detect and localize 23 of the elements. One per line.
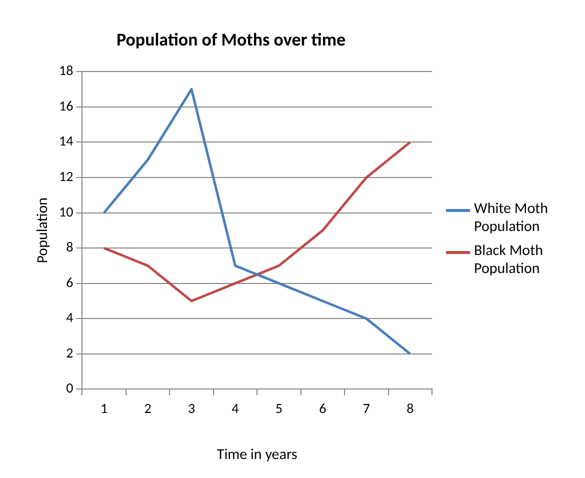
legend-label: White Moth Population xyxy=(474,200,550,236)
y-tick-label: 14 xyxy=(58,132,74,150)
legend-label: Black Moth Population xyxy=(474,242,544,278)
x-tick-label: 8 xyxy=(406,400,414,418)
y-tick-label: 16 xyxy=(58,97,74,114)
y-tick-label: 8 xyxy=(66,238,74,256)
y-tick-label: 12 xyxy=(58,168,74,185)
y-tick-label: 10 xyxy=(58,203,74,220)
y-tick-label: 18 xyxy=(58,62,74,80)
x-tick-label: 2 xyxy=(144,400,152,418)
x-tick-label: 5 xyxy=(275,400,283,418)
x-tick-label: 6 xyxy=(319,400,326,418)
x-tick-label: 1 xyxy=(100,400,108,418)
y-tick-label: 0 xyxy=(66,380,74,397)
x-tick-label: 4 xyxy=(232,400,239,418)
y-tick-label: 4 xyxy=(66,309,74,326)
y-tick-label: 2 xyxy=(66,344,74,362)
x-tick-label: 3 xyxy=(188,400,196,418)
chart-title: Population of Moths over time xyxy=(116,28,346,50)
x-axis-title: Time in years xyxy=(216,446,298,464)
y-tick-label: 6 xyxy=(66,274,74,291)
y-axis-title: Population xyxy=(34,198,52,264)
x-tick-label: 7 xyxy=(362,400,370,418)
